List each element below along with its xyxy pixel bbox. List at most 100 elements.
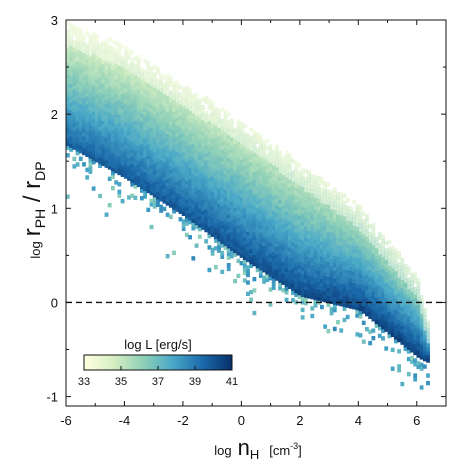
heatmap-cell — [323, 185, 328, 190]
heatmap-cell — [66, 153, 70, 158]
heatmap-cell — [146, 64, 151, 69]
heatmap-cell — [229, 163, 234, 169]
heatmap-cell — [316, 202, 321, 207]
heatmap-cell — [262, 173, 266, 179]
heatmap-cell — [397, 307, 401, 313]
heatmap-cell — [159, 121, 164, 127]
heatmap-cell — [184, 213, 189, 219]
heatmap-cell — [339, 301, 344, 307]
heatmap-cell — [416, 319, 421, 324]
heatmap-cell — [226, 146, 231, 151]
heatmap-cell — [168, 105, 173, 110]
heatmap-cell — [262, 140, 266, 145]
heatmap-cell — [268, 200, 273, 206]
heatmap-cell — [229, 118, 234, 123]
heatmap-cell — [262, 200, 266, 205]
heatmap-cell — [242, 176, 247, 181]
heatmap-cell — [78, 58, 83, 64]
heatmap-cell — [287, 284, 292, 290]
heatmap-cell — [278, 154, 283, 159]
heatmap-cell — [184, 157, 189, 162]
heatmap-cell — [207, 169, 212, 175]
heatmap-cell — [201, 169, 205, 174]
heatmap-cell — [255, 166, 260, 171]
heatmap-cell — [168, 131, 173, 137]
heatmap-cell — [419, 336, 424, 341]
heatmap-cell — [390, 268, 395, 274]
heatmap-cell — [123, 76, 128, 81]
heatmap-cell — [406, 311, 411, 317]
heatmap-cell — [175, 109, 180, 114]
heatmap-cell — [371, 256, 376, 262]
heatmap-cell — [82, 113, 86, 118]
heatmap-cell — [75, 60, 80, 65]
heatmap-cell — [368, 276, 373, 282]
heatmap-cell — [303, 270, 308, 276]
heatmap-cell — [294, 251, 299, 256]
heatmap-cell — [229, 250, 234, 255]
heatmap-cell — [233, 177, 238, 182]
heatmap-cell — [281, 212, 286, 218]
heatmap-cell — [207, 192, 212, 197]
heatmap-cell — [265, 240, 270, 245]
heatmap-cell — [69, 60, 74, 66]
heatmap-cell — [165, 189, 170, 195]
heatmap-cell — [291, 245, 295, 250]
heatmap-cell — [181, 136, 186, 141]
heatmap-cell — [242, 225, 247, 230]
heatmap-cell — [146, 79, 151, 85]
heatmap-cell — [159, 204, 164, 210]
heatmap-cell — [197, 129, 202, 134]
heatmap-cell — [365, 247, 369, 253]
heatmap-cell — [69, 38, 74, 43]
heatmap-cell — [339, 298, 344, 303]
heatmap-cell — [104, 99, 109, 104]
heatmap-cell — [66, 32, 70, 37]
heatmap-cell — [291, 192, 295, 197]
heatmap-cell — [88, 33, 93, 39]
heatmap-cell — [78, 100, 83, 105]
heatmap-cell — [323, 271, 328, 277]
heatmap-cell — [258, 171, 263, 177]
heatmap-cell — [162, 172, 167, 178]
heatmap-cell — [66, 43, 70, 49]
heatmap-cell — [381, 294, 385, 300]
heatmap-cell — [66, 62, 70, 68]
heatmap-cell — [172, 96, 176, 101]
heatmap-cell — [201, 221, 205, 227]
heatmap-cell — [229, 141, 234, 146]
heatmap-cell — [111, 170, 115, 176]
heatmap-cell — [332, 232, 337, 237]
heatmap-cell — [85, 118, 90, 124]
heatmap-cell — [111, 103, 115, 108]
heatmap-cell — [217, 191, 221, 197]
heatmap-cell — [197, 208, 202, 213]
heatmap-cell — [258, 269, 263, 275]
heatmap-cell — [291, 188, 295, 194]
heatmap-cell — [123, 61, 128, 66]
heatmap-cell — [207, 230, 212, 235]
heatmap-cell — [159, 99, 164, 104]
heatmap-cell — [229, 133, 234, 138]
heatmap-cell — [345, 269, 350, 274]
heatmap-cell — [210, 183, 215, 188]
heatmap-cell — [403, 263, 408, 269]
heatmap-cell — [123, 159, 128, 164]
heatmap-cell — [233, 147, 238, 152]
heatmap-cell — [252, 141, 257, 146]
heatmap-cell — [82, 94, 86, 99]
heatmap-cell — [197, 219, 202, 224]
heatmap-cell — [156, 100, 160, 106]
heatmap-cell — [342, 234, 347, 240]
heatmap-cell — [159, 133, 164, 138]
heatmap-cell — [345, 284, 350, 290]
heatmap-cell — [159, 106, 164, 112]
heatmap-cell — [307, 245, 311, 250]
heatmap-cell — [262, 151, 266, 156]
heatmap-cell — [242, 278, 247, 283]
heatmap-cell — [178, 107, 183, 113]
heatmap-cell — [384, 297, 389, 302]
heatmap-cell — [374, 308, 379, 313]
heatmap-cell — [374, 315, 379, 321]
heatmap-cell — [197, 185, 202, 190]
